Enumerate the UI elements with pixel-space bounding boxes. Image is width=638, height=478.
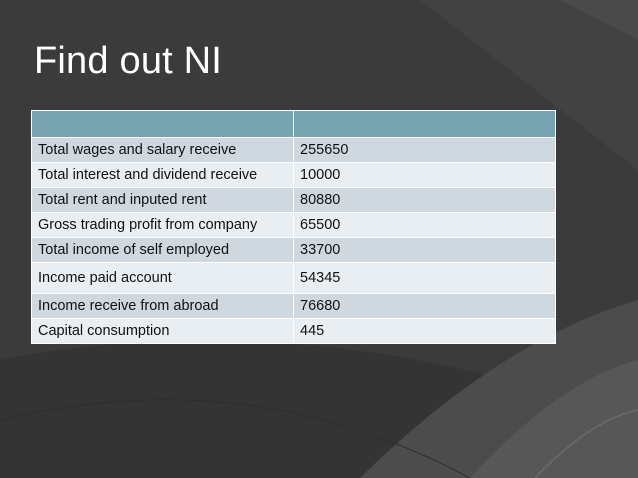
table-row: Income receive from abroad 76680 xyxy=(31,293,556,319)
row-label: Total wages and salary receive xyxy=(31,137,294,163)
income-table: Total wages and salary receive 255650 To… xyxy=(31,110,556,344)
row-value: 33700 xyxy=(293,237,556,263)
table-row: Income paid account 54345 xyxy=(31,262,556,294)
row-label: Capital consumption xyxy=(31,318,294,344)
row-label: Total income of self employed xyxy=(31,237,294,263)
row-value: 54345 xyxy=(293,262,556,294)
table-header-cell xyxy=(293,110,556,138)
row-label: Gross trading profit from company xyxy=(31,212,294,238)
row-value: 445 xyxy=(293,318,556,344)
row-value: 76680 xyxy=(293,293,556,319)
row-label: Income receive from abroad xyxy=(31,293,294,319)
table-header-cell xyxy=(31,110,294,138)
row-value: 80880 xyxy=(293,187,556,213)
table-row: Total wages and salary receive 255650 xyxy=(31,137,556,163)
row-label: Total interest and dividend receive xyxy=(31,162,294,188)
table-row: Total rent and inputed rent 80880 xyxy=(31,187,556,213)
slide-title: Find out NI xyxy=(34,40,223,82)
table-header-row xyxy=(31,110,556,138)
row-value: 255650 xyxy=(293,137,556,163)
table-row: Total income of self employed 33700 xyxy=(31,237,556,263)
row-label: Income paid account xyxy=(31,262,294,294)
row-label: Total rent and inputed rent xyxy=(31,187,294,213)
row-value: 10000 xyxy=(293,162,556,188)
table-row: Capital consumption 445 xyxy=(31,318,556,344)
table-row: Gross trading profit from company 65500 xyxy=(31,212,556,238)
table-row: Total interest and dividend receive 1000… xyxy=(31,162,556,188)
row-value: 65500 xyxy=(293,212,556,238)
